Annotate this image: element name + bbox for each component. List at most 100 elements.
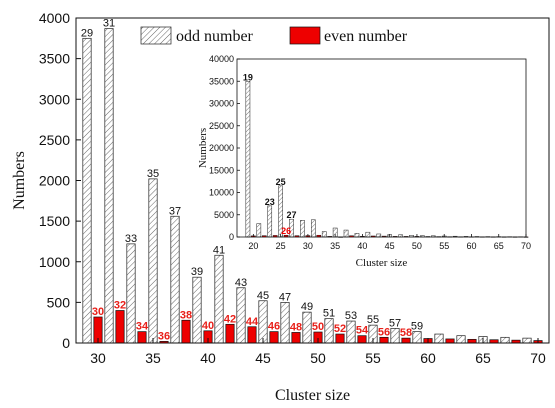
inset-x-tick-label: 50	[412, 241, 422, 251]
odd-bar	[303, 312, 311, 343]
inset-x-tick-label: 35	[330, 241, 340, 251]
even-data-label: 32	[114, 300, 126, 312]
odd-bar	[281, 302, 289, 343]
inset-y-tick-label: 5000	[214, 210, 234, 220]
inset-x-tick-label: 70	[521, 241, 531, 251]
odd-bar	[83, 38, 91, 343]
even-data-label: 56	[378, 326, 390, 338]
x-tick-label: 60	[420, 350, 436, 366]
even-data-label: 52	[334, 323, 346, 335]
inset-odd-data-label: 25	[276, 177, 286, 187]
x-tick-label: 30	[90, 350, 106, 366]
odd-data-label: 41	[213, 244, 225, 256]
inset-y-tick-label: 25000	[209, 121, 234, 131]
inset-x-tick-label: 20	[248, 241, 258, 251]
y-axis-label: Numbers	[11, 151, 28, 210]
x-tick-label: 55	[365, 350, 381, 366]
inset-odd-bar	[366, 232, 370, 237]
x-axis-label: Cluster size	[275, 387, 350, 404]
legend-odd-swatch	[141, 27, 171, 44]
even-bar	[336, 334, 344, 343]
odd-data-label: 31	[103, 18, 115, 30]
inset-x-tick-label: 60	[466, 241, 476, 251]
inset-y-tick-label: 0	[229, 232, 234, 242]
even-bar	[116, 311, 124, 344]
y-tick-label: 1000	[39, 254, 70, 270]
x-tick-label: 65	[475, 350, 491, 366]
inset-odd-bar	[246, 81, 250, 237]
inset-y-tick-label: 30000	[209, 99, 234, 109]
odd-data-label: 59	[411, 321, 423, 333]
even-bar	[358, 336, 366, 343]
inset-x-tick-label: 45	[385, 241, 395, 251]
inset-y-tick-label: 40000	[209, 54, 234, 64]
inset-y-tick-label: 35000	[209, 76, 234, 86]
inset-y-tick-label: 10000	[209, 188, 234, 198]
even-bar	[182, 320, 190, 343]
y-tick-label: 4000	[39, 10, 70, 26]
inset-x-tick-label: 25	[276, 241, 286, 251]
inset-x-tick-label: 30	[303, 241, 313, 251]
y-tick-label: 3000	[39, 91, 70, 107]
odd-bar	[193, 277, 201, 343]
even-bar	[138, 332, 146, 343]
inset-odd-bar	[322, 232, 326, 237]
even-data-label: 34	[136, 321, 149, 333]
even-bar	[270, 332, 278, 343]
inset-odd-data-label: 23	[265, 197, 275, 207]
odd-bar	[149, 179, 157, 343]
even-data-label: 30	[92, 306, 104, 318]
y-tick-label: 2000	[39, 173, 70, 189]
odd-data-label: 51	[323, 308, 335, 320]
inset-odd-bar	[268, 206, 272, 237]
odd-data-label: 55	[367, 314, 379, 326]
x-tick-label: 45	[255, 350, 271, 366]
even-data-label: 42	[224, 313, 236, 325]
inset-odd-bar	[355, 233, 359, 237]
odd-data-label: 49	[301, 301, 313, 313]
inset-x-tick-label: 65	[494, 241, 504, 251]
inset-odd-bar	[377, 234, 381, 237]
inset-odd-data-label: 27	[287, 210, 297, 220]
odd-bar	[171, 216, 179, 343]
even-bar	[468, 339, 476, 343]
x-tick-label: 70	[530, 350, 546, 366]
y-tick-label: 500	[47, 294, 71, 310]
inset-y-tick-label: 15000	[209, 165, 234, 175]
x-tick-label: 35	[145, 350, 161, 366]
odd-data-label: 37	[169, 205, 181, 217]
odd-bar	[391, 328, 399, 343]
odd-data-label: 33	[125, 233, 137, 245]
y-tick-label: 1500	[39, 213, 70, 229]
even-data-label: 48	[290, 321, 302, 333]
odd-data-label: 39	[191, 266, 203, 278]
even-data-label: 54	[356, 325, 369, 337]
even-bar	[446, 339, 454, 343]
inset-y-axis-label: Numbers	[197, 128, 209, 168]
even-data-label: 36	[158, 330, 170, 342]
odd-bar	[259, 301, 267, 343]
even-data-label: 38	[180, 309, 192, 321]
odd-bar	[105, 29, 113, 343]
inset-odd-bar	[311, 220, 315, 237]
inset-even-data-label: 26	[281, 226, 291, 236]
legend-odd-label: odd number	[176, 28, 254, 45]
even-data-label: 44	[246, 316, 259, 328]
odd-data-label: 29	[81, 27, 93, 39]
odd-bar	[501, 337, 509, 343]
odd-data-label: 53	[345, 310, 357, 322]
x-tick-label: 40	[200, 350, 216, 366]
y-tick-label: 2500	[39, 132, 70, 148]
even-data-label: 58	[400, 327, 412, 339]
inset-odd-bar	[257, 224, 261, 237]
inset-odd-bar	[344, 230, 348, 237]
even-data-label: 50	[312, 321, 324, 333]
odd-data-label: 35	[147, 168, 159, 180]
odd-data-label: 47	[279, 291, 291, 303]
inset-x-tick-label: 40	[357, 241, 367, 251]
inset-y-tick-label: 20000	[209, 143, 234, 153]
inset-chart: 1923252726050001000015000200002500030000…	[197, 54, 531, 269]
odd-bar	[435, 334, 443, 343]
legend-even-swatch	[290, 27, 320, 44]
